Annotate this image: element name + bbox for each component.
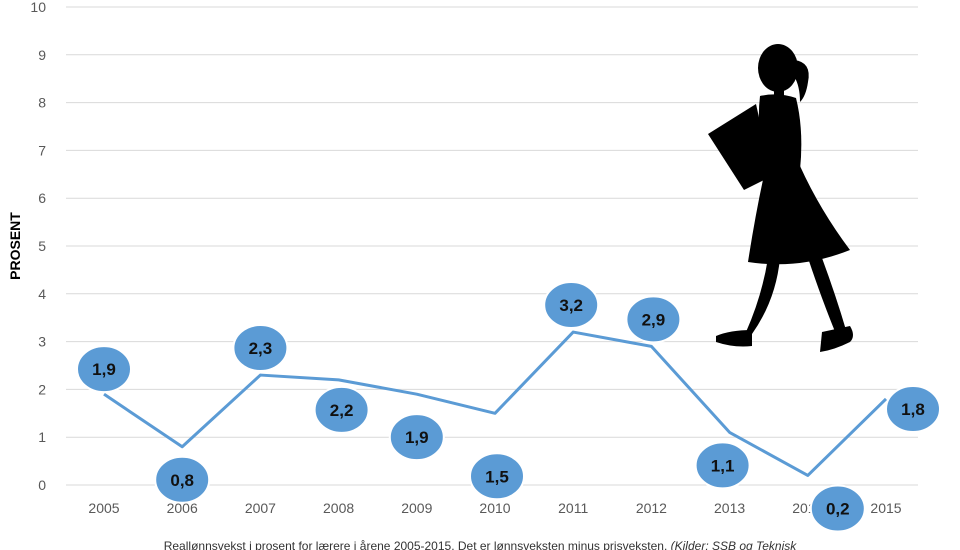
- data-label-bubble: 1,9: [388, 413, 445, 462]
- y-tick-label: 5: [38, 238, 46, 254]
- y-axis-ticks: 0 1 2 3 4 5 6 7 8 9 10: [30, 0, 46, 493]
- y-tick-label: 3: [38, 334, 46, 350]
- data-label-bubble-shape: [76, 345, 132, 394]
- x-tick-label: 2007: [245, 500, 276, 516]
- data-label: 1,1: [711, 456, 735, 475]
- data-label-bubble: 2,2: [313, 385, 370, 434]
- y-tick-label: 9: [38, 47, 46, 63]
- data-label: 1,9: [405, 428, 429, 447]
- caption-text: Reallønnsvekst i prosent for lærere i år…: [163, 539, 668, 550]
- data-label-bubble-shape: [154, 455, 211, 504]
- y-tick-label: 8: [38, 95, 46, 111]
- data-label-bubble-shape: [625, 295, 682, 344]
- data-label-bubble: 1,9: [76, 345, 132, 394]
- data-label: 0,8: [170, 471, 194, 490]
- data-label-bubble-shape: [313, 385, 370, 434]
- x-tick-label: 2011: [558, 500, 588, 516]
- data-label-bubble-shape: [388, 413, 445, 462]
- data-label: 2,9: [642, 310, 666, 329]
- y-tick-label: 1: [38, 429, 46, 445]
- data-label-bubble-shape: [885, 384, 941, 433]
- data-label-bubble: 1,5: [469, 452, 525, 501]
- data-label: 0,2: [826, 499, 850, 518]
- x-axis-ticks: 2005 2006 2007 2008 2009 2010 2011 2012 2013 2014…: [88, 500, 901, 516]
- data-label-bubble-shape: [694, 441, 751, 490]
- data-label: 3,2: [559, 296, 583, 315]
- y-tick-label: 7: [38, 142, 46, 158]
- data-label: 1,5: [485, 467, 509, 486]
- data-label-bubble: 0,2: [809, 484, 866, 533]
- x-tick-label: 2006: [167, 500, 198, 516]
- x-tick-label: 2012: [636, 500, 667, 516]
- walking-teacher-silhouette-icon: [708, 44, 853, 352]
- y-axis-label: PROSENT: [7, 212, 23, 280]
- y-tick-label: 4: [38, 286, 46, 302]
- x-tick-label: 2015: [870, 500, 901, 516]
- data-label-bubble: 2,3: [232, 324, 289, 373]
- data-label-bubble: 1,8: [885, 384, 941, 433]
- series-line: [103, 330, 888, 477]
- data-label-bubble: 2,9: [625, 295, 682, 344]
- y-tick-label: 2: [38, 381, 46, 397]
- x-tick-label: 2009: [401, 500, 432, 516]
- data-label-bubble: 1,1: [694, 441, 751, 490]
- y-tick-label: 10: [30, 0, 46, 15]
- data-label-bubble: 0,8: [154, 455, 211, 504]
- data-label-bubble: 3,2: [543, 281, 600, 330]
- data-label: 2,2: [330, 401, 354, 420]
- y-tick-label: 0: [38, 477, 46, 493]
- data-label-bubbles: 1,9 0,8 2,3 2,2 1,9 1,5 3,2 2,9 1,1 0,2 1,8: [76, 281, 941, 533]
- data-label-bubble-shape: [232, 324, 289, 373]
- x-tick-label: 2013: [714, 500, 745, 516]
- x-tick-label: 2010: [479, 500, 510, 516]
- data-label-bubble-shape: [469, 452, 525, 501]
- data-label: 2,3: [249, 339, 273, 358]
- data-label-bubble-shape: [809, 484, 866, 533]
- x-tick-label: 2005: [88, 500, 119, 516]
- y-tick-label: 6: [38, 190, 46, 206]
- data-label: 1,9: [92, 360, 116, 379]
- chart-caption: Reallønnsvekst i prosent for lærere i år…: [0, 536, 960, 550]
- data-label-bubble-shape: [543, 281, 600, 330]
- data-label: 1,8: [901, 400, 925, 419]
- x-tick-label: 2008: [323, 500, 354, 516]
- caption-source: (Kilder: SSB og Teknisk: [670, 539, 797, 550]
